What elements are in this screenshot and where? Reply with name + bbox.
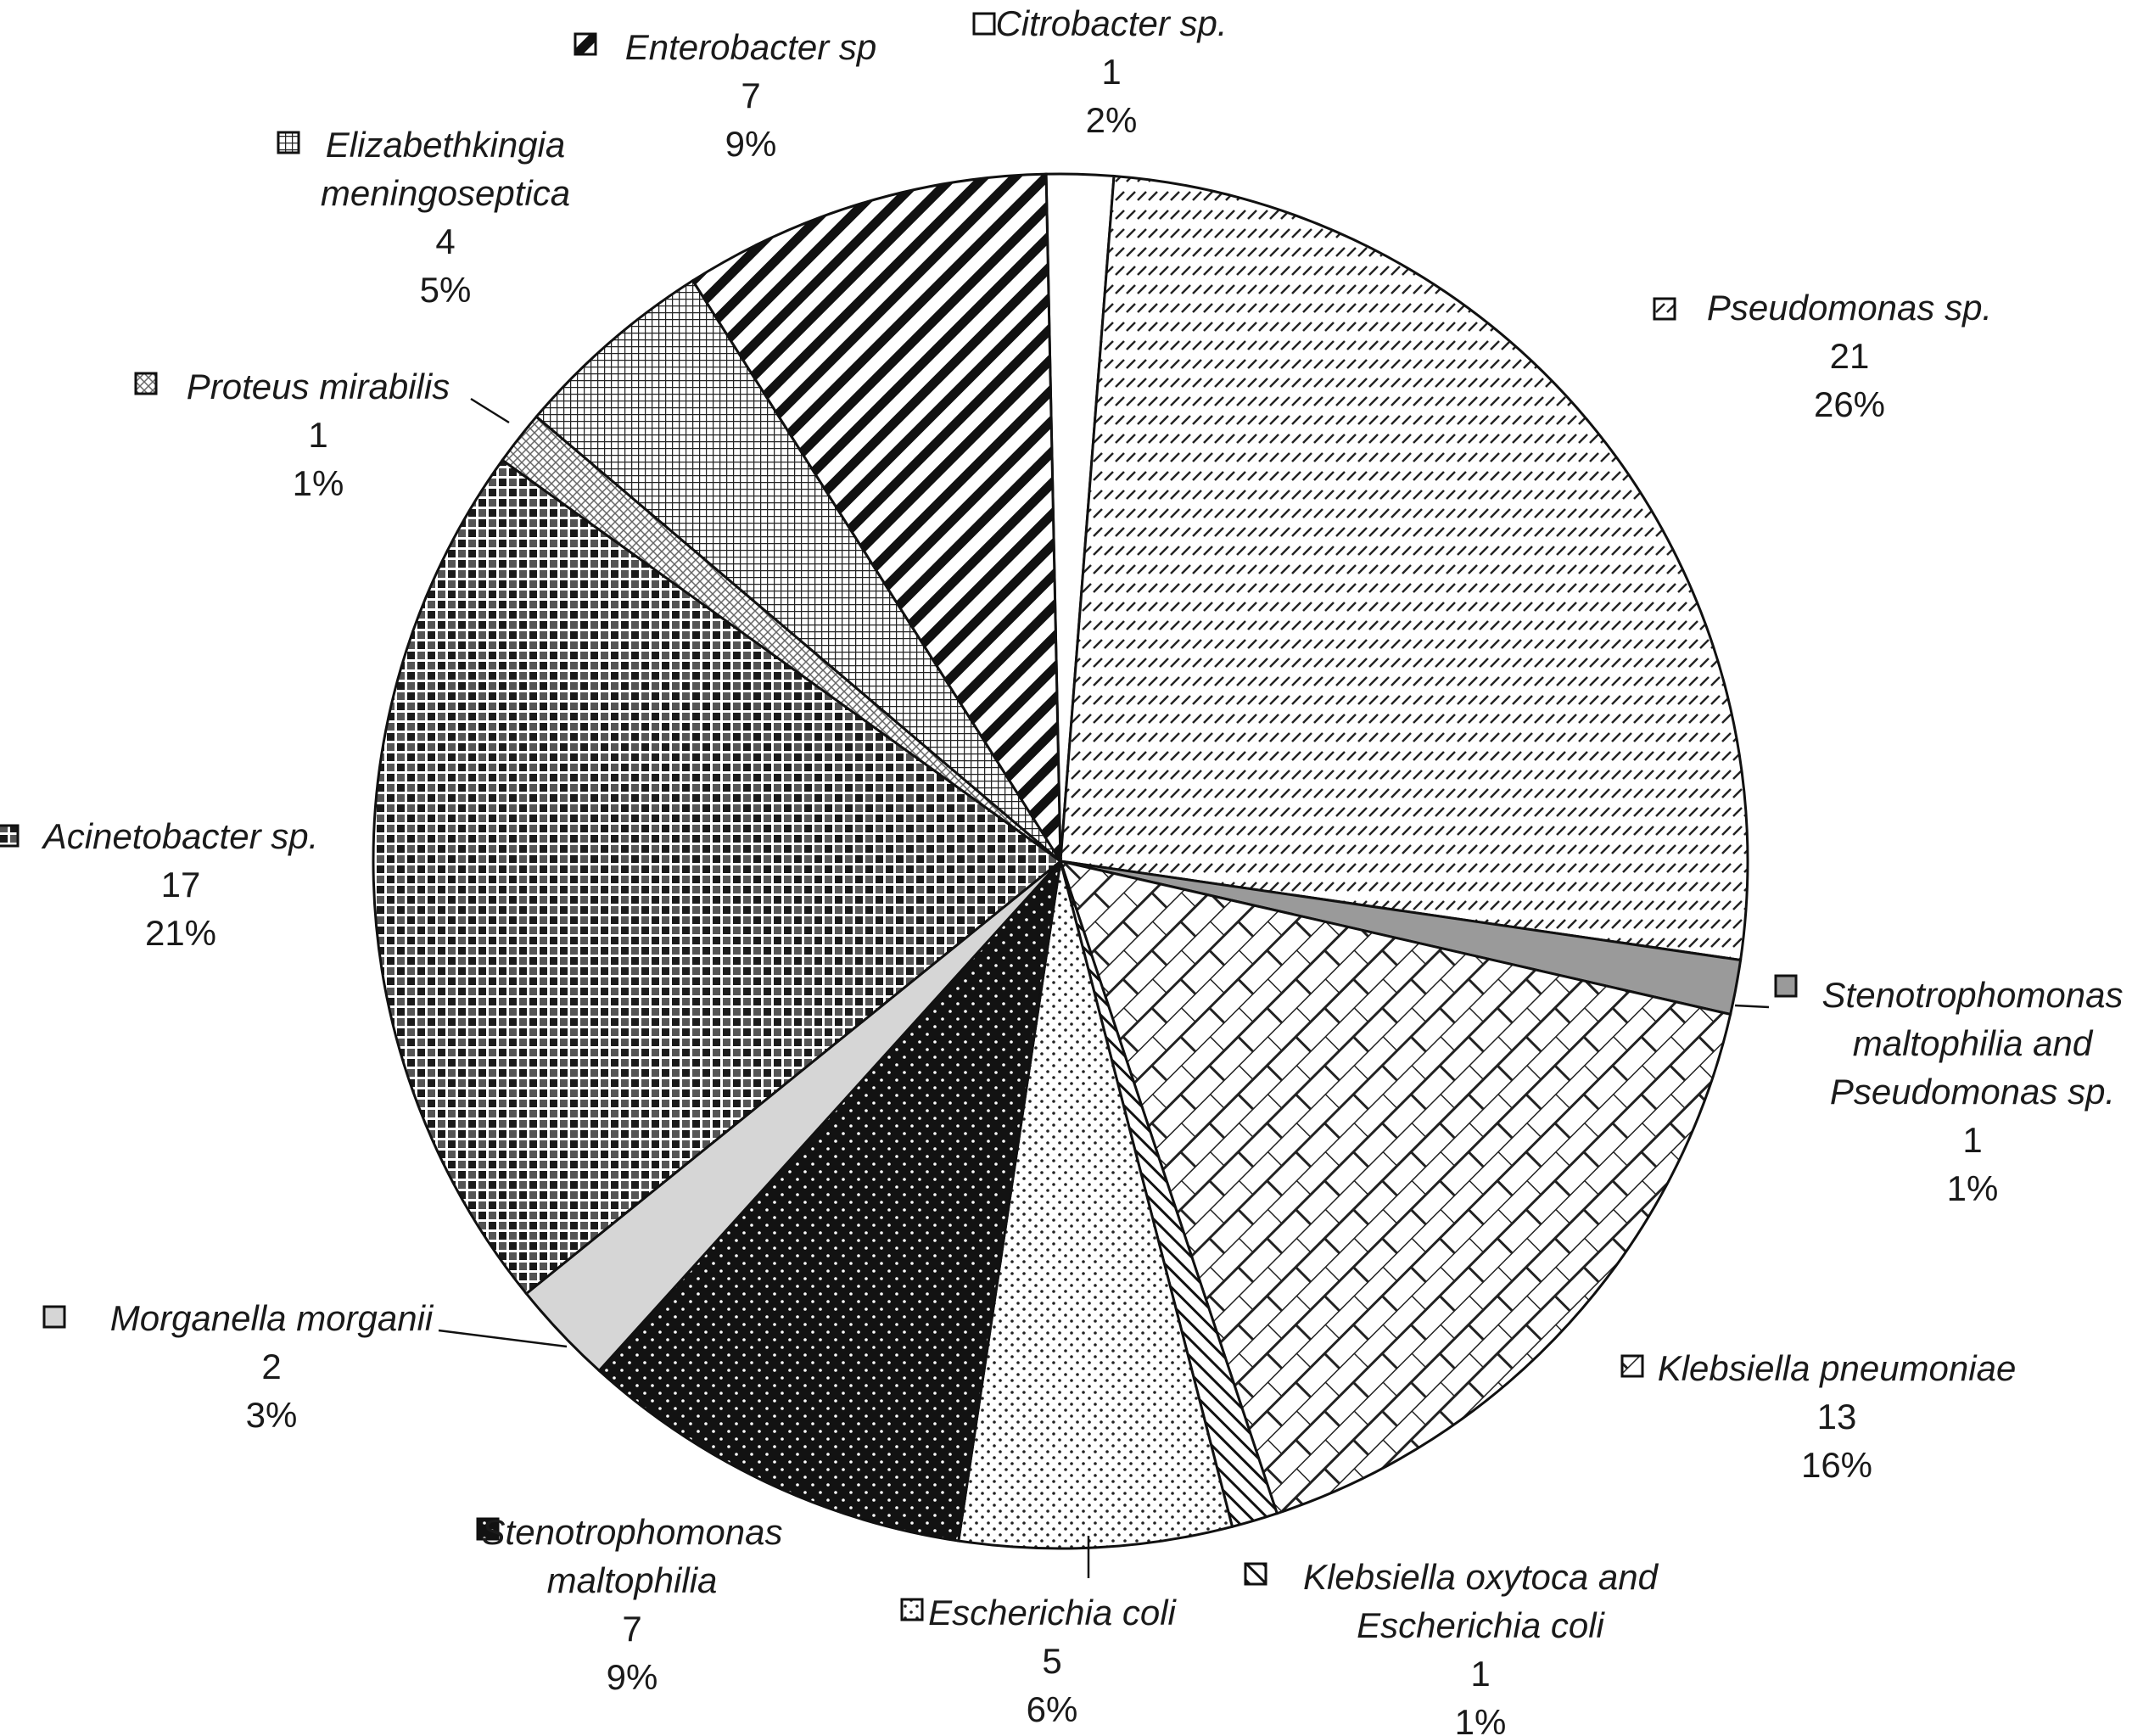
slice-label-citrobacter-sp: Citrobacter sp. 1 2% xyxy=(995,3,1227,140)
slice-count-text: 7 xyxy=(622,1609,641,1649)
slice-name-text: meningoseptica xyxy=(321,173,570,213)
legend-swatch-pseudomonas-sp xyxy=(1653,297,1676,321)
slice-name-text: Escherichia coli xyxy=(928,1593,1177,1632)
slice-name-text: maltophilia and xyxy=(1853,1023,2094,1063)
slice-count-text: 1 xyxy=(1962,1120,1982,1160)
slice-percent-text: 1% xyxy=(293,463,344,503)
slice-percent-text: 5% xyxy=(420,270,472,310)
leader-line-stenotrophomonas-maltophilia-and-pseudomonas-sp xyxy=(1734,1004,1770,1009)
legend-swatch-citrobacter-sp xyxy=(972,12,996,36)
pie-slices xyxy=(372,172,1749,1550)
slice-count-text: 1 xyxy=(308,415,327,455)
slice-name-text: Pseudomonas sp. xyxy=(1830,1072,2115,1112)
slice-label-morganella-morganii: Morganella morganii 2 3% xyxy=(110,1298,434,1435)
legend-swatch-stenotrophomonas-maltophilia-and-pseudomonas-sp xyxy=(1774,974,1798,998)
slice-count-text: 1 xyxy=(1470,1654,1490,1694)
slice-name-text: Elizabethkingia xyxy=(326,125,566,165)
slice-count-text: 21 xyxy=(1830,336,1870,376)
slice-name-text: Klebsiella pneumoniae xyxy=(1658,1348,2017,1388)
leader-line-proteus-mirabilis xyxy=(470,397,510,424)
legend-swatch-klebsiella-oxytoca-and-escherichia-coli xyxy=(1244,1562,1267,1586)
slice-label-enterobacter-sp: Enterobacter sp 7 9% xyxy=(625,27,877,164)
slice-count-text: 2 xyxy=(261,1347,281,1386)
slice-percent-text: 9% xyxy=(725,124,777,164)
slice-name-text: Enterobacter sp xyxy=(625,27,877,67)
slice-percent-text: 6% xyxy=(1027,1689,1078,1729)
slice-percent-text: 1% xyxy=(1455,1702,1507,1736)
slice-count-text: 1 xyxy=(1101,52,1121,92)
legend-swatch-enterobacter-sp xyxy=(574,32,597,56)
slice-count-text: 4 xyxy=(435,221,455,261)
pie-slice-elizabethkingia-meningoseptica xyxy=(534,278,1062,863)
legend-swatch-klebsiella-pneumoniae xyxy=(1620,1354,1644,1378)
slice-label-klebsiella-pneumoniae: Klebsiella pneumoniae 13 16% xyxy=(1658,1348,2017,1485)
slice-percent-text: 2% xyxy=(1086,100,1138,140)
slice-label-stenotrophomonas-maltophilia-and-pseudomonas-sp: Stenotrophomonas maltophilia and Pseudomon… xyxy=(1822,975,2124,1208)
slice-name-text: maltophilia xyxy=(547,1560,718,1600)
slice-name-text: Acinetobacter sp. xyxy=(41,816,319,856)
pie-slice-stenotrophomonas-maltophilia xyxy=(597,857,1063,1543)
slice-name-text: Stenotrophomonas xyxy=(482,1512,783,1552)
slice-name-text: Proteus mirabilis xyxy=(187,367,450,406)
slice-label-escherichia-coli: Escherichia coli 5 6% xyxy=(928,1593,1177,1729)
slice-count-text: 13 xyxy=(1817,1397,1857,1436)
slice-count-text: 5 xyxy=(1042,1641,1061,1681)
slice-labels: Citrobacter sp.12%Pseudomonas sp.2126%St… xyxy=(0,3,2123,1736)
legend-swatch-stenotrophomonas-maltophilia xyxy=(476,1517,500,1541)
pie-slice-enterobacter-sp xyxy=(691,172,1062,866)
legend-swatch-escherichia-coli xyxy=(900,1598,924,1621)
slice-percent-text: 3% xyxy=(246,1395,298,1435)
slice-label-acinetobacter-sp: Acinetobacter sp. 17 21% xyxy=(41,816,319,953)
slice-name-text: Citrobacter sp. xyxy=(995,3,1227,43)
legend-swatch-acinetobacter-sp xyxy=(0,824,20,848)
leader-line-morganella-morganii xyxy=(438,1329,568,1348)
slice-count-text: 17 xyxy=(161,865,201,904)
slice-label-pseudomonas-sp: Pseudomonas sp. 21 26% xyxy=(1707,288,1992,424)
pie-slice-klebsiella-pneumoniae xyxy=(1058,859,1732,1515)
slice-name-text: Pseudomonas sp. xyxy=(1707,288,1992,328)
slice-percent-text: 1% xyxy=(1947,1168,1999,1208)
legend-swatch-morganella-morganii xyxy=(42,1305,66,1329)
slice-percent-text: 9% xyxy=(607,1657,658,1697)
slice-label-stenotrophomonas-maltophilia: Stenotrophomonas maltophilia 7 9% xyxy=(482,1512,783,1697)
pie-slice-escherichia-coli xyxy=(957,860,1234,1550)
slice-percent-text: 26% xyxy=(1814,384,1885,424)
pie-slice-acinetobacter-sp xyxy=(372,458,1063,1296)
slice-name-text: Escherichia coli xyxy=(1357,1605,1605,1645)
slice-label-elizabethkingia-meningoseptica: Elizabethkingia meningoseptica 4 5% xyxy=(321,125,570,310)
pie-slice-pseudomonas-sp xyxy=(1059,174,1749,962)
slice-name-text: Stenotrophomonas xyxy=(1822,975,2124,1015)
slice-label-proteus-mirabilis: Proteus mirabilis 1 1% xyxy=(187,367,450,503)
legend-swatch-proteus-mirabilis xyxy=(134,372,158,395)
slice-label-klebsiella-oxytoca-and-escherichia-coli: Klebsiella oxytoca and Escherichia coli 1 1… xyxy=(1303,1557,1659,1736)
slice-count-text: 7 xyxy=(741,76,760,115)
legend-swatch-elizabethkingia-meningoseptica xyxy=(277,131,300,154)
slice-name-text: Klebsiella oxytoca and xyxy=(1303,1557,1659,1597)
slice-name-text: Morganella morganii xyxy=(110,1298,434,1338)
slice-percent-text: 21% xyxy=(145,913,216,953)
slice-percent-text: 16% xyxy=(1801,1445,1872,1485)
leader-lines xyxy=(438,397,1770,1578)
